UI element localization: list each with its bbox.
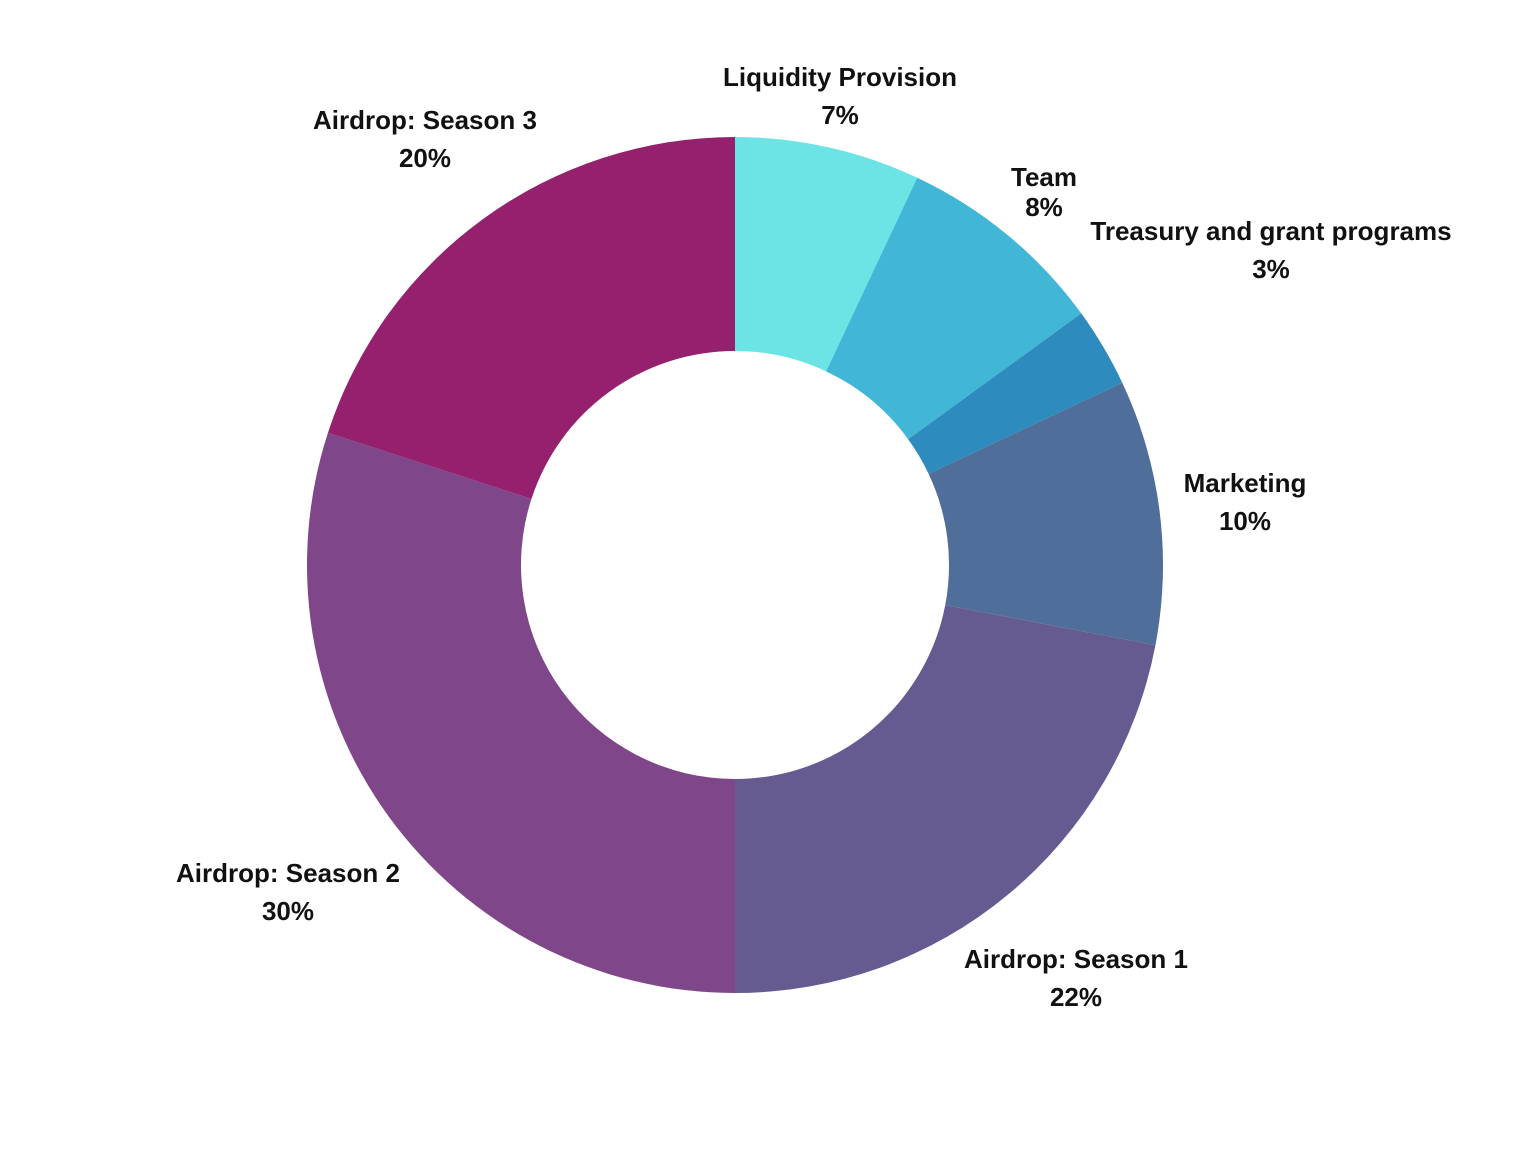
slice-marketing xyxy=(928,382,1163,646)
slice-airdrop-season-2 xyxy=(306,432,735,993)
slices-layer xyxy=(306,137,1163,993)
slice-label-airdrop-season-1: Airdrop: Season 1 xyxy=(964,944,1188,974)
slice-label-team: Team xyxy=(1011,162,1077,192)
slice-value-airdrop-season-1: 22% xyxy=(1050,982,1102,1012)
slice-liquidity-provision xyxy=(735,137,918,372)
slice-label-treasury-and-grant-programs: Treasury and grant programs xyxy=(1090,216,1451,246)
slice-value-liquidity-provision: 7% xyxy=(821,100,859,130)
slice-team xyxy=(826,177,1082,440)
slice-label-airdrop-season-3: Airdrop: Season 3 xyxy=(313,105,537,135)
slice-value-treasury-and-grant-programs: 3% xyxy=(1252,254,1290,284)
slice-label-marketing: Marketing xyxy=(1184,468,1307,498)
slice-label-airdrop-season-2: Airdrop: Season 2 xyxy=(176,858,400,888)
slice-value-airdrop-season-2: 30% xyxy=(262,896,314,926)
slice-treasury-and-grant-programs xyxy=(908,313,1123,474)
slice-airdrop-season-1 xyxy=(735,605,1156,993)
slice-value-airdrop-season-3: 20% xyxy=(399,143,451,173)
slice-value-team: 8% xyxy=(1025,192,1063,222)
slice-value-marketing: 10% xyxy=(1219,506,1271,536)
slice-label-liquidity-provision: Liquidity Provision xyxy=(723,62,957,92)
slice-airdrop-season-3 xyxy=(327,137,735,499)
